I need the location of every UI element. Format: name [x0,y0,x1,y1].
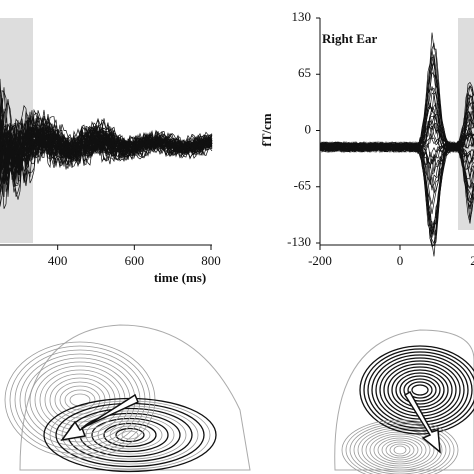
y-tick-label: 130 [292,9,312,24]
contour [345,421,455,474]
contour [103,422,157,448]
trace [319,42,474,154]
trace [319,56,474,154]
trace [319,54,474,153]
x-tick-label: 800 [201,253,221,268]
contour [97,420,163,450]
trace [319,71,474,153]
trace [319,141,474,215]
contour [381,439,419,461]
x-tick-label: 0 [397,253,404,268]
contour [349,423,451,474]
contour [411,384,429,396]
arrow [60,393,139,442]
trace [0,112,213,197]
contour [403,378,437,402]
arrow [403,390,441,454]
panel-label: Right Ear [322,31,377,46]
y-tick-label: 65 [298,65,311,80]
x-tick-label: 400 [48,253,68,268]
contour [69,393,91,407]
contour [399,375,441,405]
trace [319,141,474,248]
trace [319,142,474,236]
contour [19,353,141,447]
trace [319,86,474,154]
contour [377,437,423,463]
x-axis-label: time (ms) [154,270,206,285]
trace [0,97,213,176]
trace [0,128,213,164]
trace [319,62,474,154]
contour [389,443,411,457]
trace [319,141,474,257]
contour [407,381,433,399]
y-tick-label: 0 [305,121,312,136]
trace [319,49,474,152]
trace [319,141,474,233]
contour [369,433,431,467]
trace [319,140,474,235]
contour [359,345,474,435]
contour [393,445,407,455]
trace [319,87,474,153]
contour [44,373,116,427]
x-tick-label: 200 [470,253,474,268]
contour [14,349,146,451]
contour [59,385,101,415]
trace [319,32,474,153]
trace [319,141,474,230]
contour [367,351,473,429]
contour [64,389,96,411]
contour [341,419,459,474]
contour [363,348,474,432]
contour [395,372,445,408]
contour [385,441,415,459]
x-tick-label: -200 [308,253,332,268]
contour [353,425,447,474]
trace [319,141,474,247]
trace [0,125,213,166]
trace [319,61,474,153]
contour [371,354,469,426]
trace [319,141,474,237]
contour [85,415,175,455]
contour-maps [4,324,474,474]
trace [0,123,213,165]
contour [373,435,427,465]
x-tick-label: 600 [125,253,145,268]
trace [0,108,213,193]
contour [121,430,139,440]
contour [115,427,145,443]
trace [319,141,474,163]
y-tick-label: -65 [294,178,311,193]
y-axis-label: fT/cm [259,113,274,146]
trace [319,141,474,245]
trace [319,141,474,238]
y-tick-label: -130 [287,234,311,249]
